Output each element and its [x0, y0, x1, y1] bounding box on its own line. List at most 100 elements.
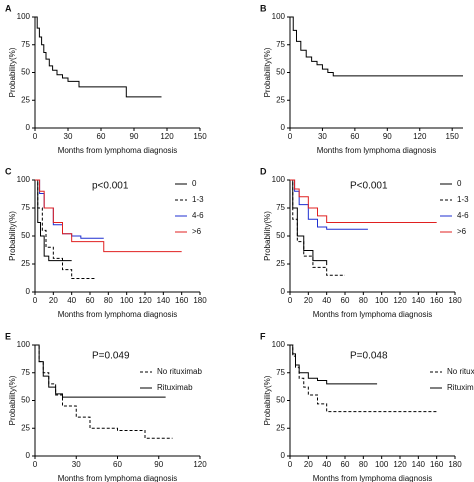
y-tick-label: 25 — [21, 259, 30, 268]
x-tick-label: 120 — [413, 132, 427, 141]
panel-label: C — [5, 166, 12, 176]
x-tick-label: 0 — [33, 132, 38, 141]
y-tick-label: 25 — [21, 423, 30, 432]
x-tick-label: 100 — [120, 296, 134, 305]
y-tick-label: 50 — [276, 68, 285, 77]
x-tick-label: 180 — [193, 296, 207, 305]
legend-label: Rituximab — [447, 383, 474, 392]
panel-label: F — [260, 331, 266, 341]
p-value: P=0.049 — [92, 351, 130, 362]
y-axis-title: Probability(%) — [263, 47, 272, 97]
survival-curve — [290, 344, 437, 413]
y-tick-label: 0 — [26, 451, 31, 460]
x-tick-label: 90 — [154, 460, 163, 469]
panel-label: E — [5, 331, 11, 341]
survival-curve — [290, 16, 463, 77]
y-tick-label: 0 — [281, 451, 286, 460]
legend-label: 0 — [457, 179, 462, 188]
legend-label: >6 — [457, 227, 467, 236]
x-tick-label: 120 — [160, 132, 174, 141]
y-tick-label: 50 — [21, 231, 30, 240]
y-tick-label: 25 — [276, 423, 285, 432]
x-tick-label: 140 — [412, 296, 426, 305]
y-tick-label: 50 — [276, 231, 285, 240]
x-tick-label: 0 — [33, 460, 38, 469]
panel-label: B — [260, 3, 267, 13]
x-tick-label: 0 — [288, 296, 293, 305]
y-tick-label: 0 — [281, 287, 286, 296]
x-tick-label: 120 — [193, 460, 207, 469]
y-tick-label: 75 — [21, 368, 30, 377]
x-tick-label: 80 — [359, 296, 368, 305]
y-tick-label: 75 — [21, 40, 30, 49]
y-axis-title: Probability(%) — [263, 375, 272, 425]
y-tick-label: 50 — [276, 396, 285, 405]
x-tick-label: 40 — [67, 296, 76, 305]
survival-curve — [290, 179, 437, 224]
legend-label: 1-3 — [192, 195, 204, 204]
p-value: P=0.048 — [350, 351, 388, 362]
x-tick-label: 160 — [430, 460, 444, 469]
y-tick-label: 50 — [21, 68, 30, 77]
x-tick-label: 180 — [448, 460, 462, 469]
x-tick-label: 120 — [138, 296, 152, 305]
x-tick-label: 100 — [375, 460, 389, 469]
x-tick-label: 0 — [288, 132, 293, 141]
x-tick-label: 60 — [350, 132, 359, 141]
x-tick-label: 120 — [393, 296, 407, 305]
x-axis-title: Months from lymphoma diagnosis — [58, 474, 178, 482]
legend-label: Rituximab — [157, 383, 193, 392]
x-tick-label: 20 — [49, 296, 58, 305]
y-tick-label: 100 — [272, 340, 286, 349]
x-tick-label: 20 — [304, 296, 313, 305]
x-tick-label: 120 — [393, 460, 407, 469]
y-tick-label: 75 — [276, 40, 285, 49]
x-tick-label: 40 — [322, 296, 331, 305]
legend-label: No rituximab — [157, 367, 202, 376]
x-tick-label: 80 — [359, 460, 368, 469]
survival-curve — [35, 179, 72, 262]
x-tick-label: 150 — [193, 132, 207, 141]
survival-curve — [290, 179, 328, 266]
panel-label: A — [5, 3, 12, 13]
x-tick-label: 160 — [430, 296, 444, 305]
legend-label: 1-3 — [457, 195, 469, 204]
y-tick-label: 0 — [26, 123, 31, 132]
x-tick-label: 80 — [104, 296, 113, 305]
x-tick-label: 0 — [33, 296, 38, 305]
y-tick-label: 100 — [17, 340, 31, 349]
y-axis-title: Probability(%) — [8, 375, 17, 425]
x-tick-label: 100 — [375, 296, 389, 305]
y-axis-title: Probability(%) — [8, 47, 17, 97]
y-tick-label: 0 — [281, 123, 286, 132]
y-tick-label: 100 — [17, 12, 31, 21]
x-axis-title: Months from lymphoma diagnosis — [58, 146, 178, 155]
y-tick-label: 100 — [272, 12, 286, 21]
x-axis-title: Months from lymphoma diagnosis — [58, 310, 178, 319]
y-tick-label: 100 — [272, 175, 286, 184]
panel-label: D — [260, 166, 267, 176]
legend-label: >6 — [192, 227, 202, 236]
y-axis-title: Probability(%) — [263, 211, 272, 261]
x-tick-label: 90 — [383, 132, 392, 141]
x-tick-label: 30 — [72, 460, 81, 469]
x-tick-label: 60 — [97, 132, 106, 141]
x-tick-label: 140 — [157, 296, 171, 305]
x-tick-label: 160 — [175, 296, 189, 305]
x-tick-label: 60 — [341, 460, 350, 469]
y-tick-label: 25 — [21, 95, 30, 104]
legend-label: 0 — [192, 179, 197, 188]
x-tick-label: 60 — [113, 460, 122, 469]
x-tick-label: 30 — [318, 132, 327, 141]
survival-curve — [290, 179, 345, 276]
x-axis-title: Months from lymphoma diagnosis — [313, 310, 433, 319]
x-tick-label: 30 — [64, 132, 73, 141]
p-value: p<0.001 — [92, 181, 129, 192]
x-tick-label: 180 — [448, 296, 462, 305]
p-value: P<0.001 — [350, 181, 388, 192]
y-tick-label: 100 — [17, 175, 31, 184]
y-axis-title: Probability(%) — [8, 211, 17, 261]
legend-label: 4-6 — [192, 211, 204, 220]
y-tick-label: 75 — [276, 368, 285, 377]
